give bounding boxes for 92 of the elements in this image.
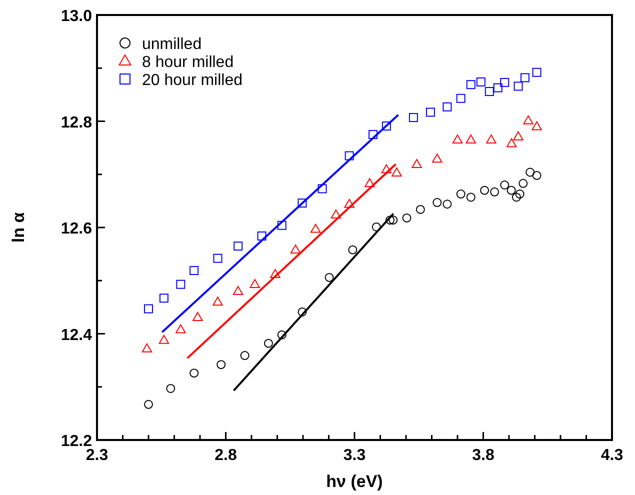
point (388, 216, 398, 225)
x-tick-label: 3.8 (472, 447, 494, 464)
point (456, 190, 466, 199)
point (192, 312, 203, 321)
point (190, 266, 199, 276)
point (515, 190, 524, 199)
point (512, 192, 521, 202)
point (493, 83, 502, 92)
x-tick-label: 3.3 (343, 447, 366, 464)
point (324, 272, 334, 282)
point (277, 330, 286, 340)
x-axis-title: hν (eV) (326, 472, 383, 491)
point (432, 154, 442, 163)
point (532, 170, 542, 180)
point (486, 134, 496, 144)
point (386, 216, 395, 225)
point (506, 138, 517, 148)
point (432, 198, 442, 208)
point (532, 121, 542, 130)
point (176, 280, 186, 289)
point (484, 87, 494, 96)
point (166, 384, 176, 393)
point (442, 102, 452, 112)
point (500, 180, 510, 190)
point (270, 268, 280, 278)
point (408, 113, 418, 122)
point (442, 200, 452, 209)
point (466, 192, 476, 202)
point (426, 108, 435, 117)
point (523, 115, 534, 124)
point (310, 224, 321, 233)
point (344, 198, 354, 208)
point (212, 296, 223, 306)
point (364, 178, 375, 188)
point (240, 351, 250, 360)
y-tick-label: 12.4 (60, 326, 92, 344)
point (250, 279, 260, 288)
point (318, 184, 327, 194)
point (234, 242, 243, 251)
point (330, 209, 342, 218)
point (526, 168, 535, 177)
legend-label: 20 hour milled (142, 72, 242, 89)
point (368, 130, 378, 140)
point (382, 122, 391, 131)
point (476, 77, 486, 86)
y-tick-label: 12.6 (60, 220, 92, 238)
point (216, 360, 226, 370)
point (452, 134, 463, 144)
point (190, 368, 199, 378)
point (466, 134, 476, 144)
x-tick-label: 4.3 (600, 447, 624, 464)
point (344, 151, 354, 160)
point (176, 324, 186, 334)
y-tick-label: 13.0 (60, 8, 92, 25)
point (257, 232, 266, 240)
point (142, 343, 152, 352)
point (456, 94, 466, 103)
point (277, 220, 286, 230)
point (233, 286, 244, 295)
legend-label: 8 hour milled (142, 54, 234, 71)
point (158, 334, 170, 344)
point (381, 164, 392, 174)
point (290, 244, 301, 254)
point (144, 400, 153, 409)
point (298, 307, 307, 316)
point (264, 338, 273, 348)
point (518, 178, 528, 188)
y-tick-label: 12.8 (60, 114, 92, 132)
point (412, 158, 422, 168)
point (490, 187, 500, 196)
point (513, 131, 524, 140)
y-axis-title: ln α (9, 212, 28, 243)
legend-label: unmilled (142, 36, 202, 53)
point (506, 186, 516, 195)
point (348, 245, 358, 254)
point (416, 204, 425, 214)
x-tick-label: 2.3 (86, 447, 108, 464)
point (466, 80, 476, 90)
point (402, 213, 412, 222)
point (159, 294, 168, 303)
y-tick-label: 12.2 (60, 433, 92, 450)
point (514, 82, 523, 91)
x-tick-label: 2.8 (214, 447, 237, 464)
point (392, 167, 402, 176)
point (532, 68, 542, 77)
point (372, 222, 381, 232)
point (298, 198, 307, 208)
point (144, 304, 153, 314)
point (213, 254, 222, 263)
point (520, 73, 530, 82)
point (500, 78, 510, 87)
point (480, 186, 490, 195)
